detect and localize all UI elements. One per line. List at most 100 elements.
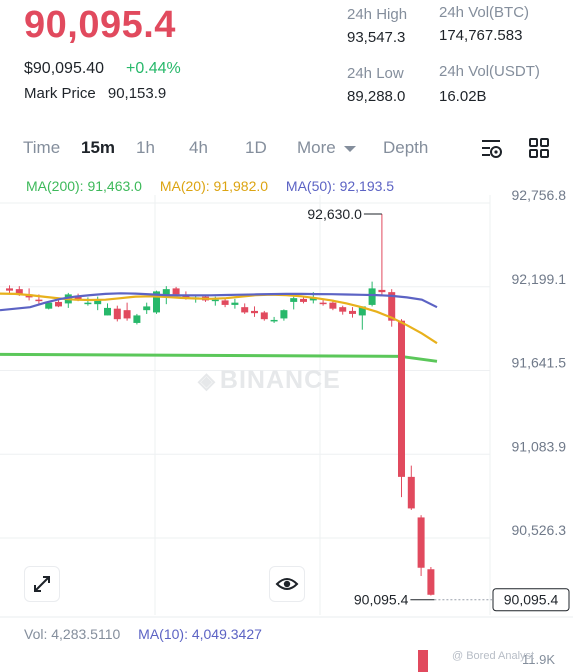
high-marker-label: 92,630.0	[307, 206, 362, 222]
candle-body	[388, 292, 396, 321]
ma50-path	[0, 292, 438, 312]
candle-body	[427, 569, 435, 595]
expand-icon	[34, 576, 50, 592]
tab-1d[interactable]: 1D	[245, 138, 267, 157]
credit-watermark: @ Bored Analyst	[452, 650, 535, 662]
candle-body	[94, 299, 102, 305]
candle-body	[339, 307, 347, 312]
low-label: 24h Low	[347, 65, 404, 82]
candle-body	[329, 302, 337, 309]
candle-body	[172, 288, 180, 295]
candle-body	[231, 302, 239, 305]
volume-value: Vol: 4,283.5110	[24, 626, 121, 642]
tab-more-label: More	[297, 138, 336, 157]
caret-down-icon	[344, 145, 357, 152]
volume-axis-label: 11.9K	[522, 652, 556, 667]
vol-btc-value: 174,767.583	[439, 27, 523, 44]
candle-body	[407, 476, 415, 509]
y-tick-label: 92,199.1	[512, 271, 567, 287]
candle-body	[358, 306, 366, 316]
ma20-path	[0, 292, 438, 345]
vol-usdt-label: 24h Vol(USDT)	[439, 63, 540, 80]
candle-body	[398, 320, 405, 477]
last-price: 90,095.4	[24, 4, 176, 46]
y-tick-label: 91,083.9	[512, 438, 567, 454]
mark-price-value: 90,153.9	[107, 85, 167, 102]
candle-body	[153, 291, 160, 313]
current-price-tag-label: 90,095.4	[504, 592, 559, 608]
vol-usdt-value: 16.02B	[439, 88, 487, 105]
candle-body	[309, 298, 317, 301]
high-label: 24h High	[347, 6, 408, 23]
eye-icon	[275, 578, 299, 590]
candle-body	[417, 517, 425, 568]
binance-watermark: ◈ BINANCE	[198, 366, 341, 395]
y-tick-label: 90,526.3	[512, 522, 567, 538]
candle-body	[280, 310, 288, 319]
candle-body	[251, 310, 258, 314]
fullscreen-button[interactable]	[24, 566, 60, 602]
visibility-button[interactable]	[269, 566, 305, 602]
y-tick-label: 91,641.5	[512, 355, 567, 371]
ma20-legend: MA(20): 91,982.0	[159, 178, 269, 194]
interval-tabs: Time 15m 1h 4h 1D More Depth	[0, 128, 573, 170]
candle-body	[378, 289, 386, 293]
candle-body	[133, 315, 141, 323]
volume-ma10: MA(10): 4,049.3427	[138, 626, 262, 642]
axis-labels: 92,756.8 92,199.1 91,641.5 91,083.9 90,526.3…	[307, 187, 570, 612]
candle-body	[123, 310, 131, 319]
candles-group	[6, 214, 435, 672]
volume-bar	[418, 650, 428, 672]
ma200-legend: MA(200): 91,463.0	[26, 178, 142, 194]
change-percent: +0.44%	[126, 60, 181, 77]
chart-grid	[0, 195, 573, 618]
candle-body	[349, 310, 356, 314]
candle-body	[6, 288, 13, 291]
y-tick-label: 92,756.8	[512, 187, 567, 203]
ma50-legend: MA(50): 92,193.5	[285, 178, 395, 194]
layout-grid-icon[interactable]	[528, 137, 550, 159]
ma-legend: MA(200): 91,463.0 MA(20): 91,982.0 MA(50…	[26, 178, 394, 194]
candle-body	[260, 312, 268, 320]
usd-price: $90,095.40	[24, 60, 105, 77]
candle-body	[55, 301, 62, 307]
candle-body	[84, 302, 92, 305]
indicator-settings-icon[interactable]	[480, 138, 504, 160]
candle-body	[15, 289, 23, 295]
ma200-line	[0, 352, 438, 363]
mark-price-label: Mark Price	[24, 85, 96, 102]
candle-body	[45, 302, 53, 309]
candle-body	[241, 307, 249, 313]
tab-more[interactable]: More	[297, 138, 357, 158]
candle-body	[319, 302, 327, 305]
tab-1h[interactable]: 1h	[136, 138, 155, 157]
binance-logo-icon: ◈	[198, 368, 216, 393]
candle-body	[35, 299, 43, 302]
candle-body	[162, 289, 170, 297]
candle-body	[211, 299, 219, 302]
mark-price: Mark Price 90,153.9	[24, 85, 166, 102]
last-marker-label: 90,095.4	[354, 592, 409, 608]
current-price-tag	[492, 588, 570, 612]
candle-body	[290, 298, 298, 302]
candle-body	[113, 308, 121, 320]
tab-15m[interactable]: 15m	[81, 138, 116, 157]
volume-legend: Vol: 4,283.5110 MA(10): 4,049.3427	[24, 626, 262, 642]
candle-body	[74, 295, 82, 300]
low-value: 89,288.0	[347, 88, 406, 105]
ma-lines	[0, 292, 438, 345]
binance-watermark-text: BINANCE	[219, 366, 341, 394]
candle-body	[300, 298, 307, 302]
candle-body	[270, 319, 278, 322]
tab-depth[interactable]: Depth	[383, 138, 429, 157]
high-value: 93,547.3	[347, 29, 406, 46]
tab-4h[interactable]: 4h	[189, 138, 208, 157]
candle-body	[221, 300, 229, 305]
candle-body	[143, 306, 151, 311]
tab-time[interactable]: Time	[23, 138, 61, 157]
candle-body	[368, 288, 376, 305]
candle-body	[104, 307, 111, 316]
candle-body	[182, 295, 190, 299]
vol-btc-label: 24h Vol(BTC)	[439, 4, 530, 21]
